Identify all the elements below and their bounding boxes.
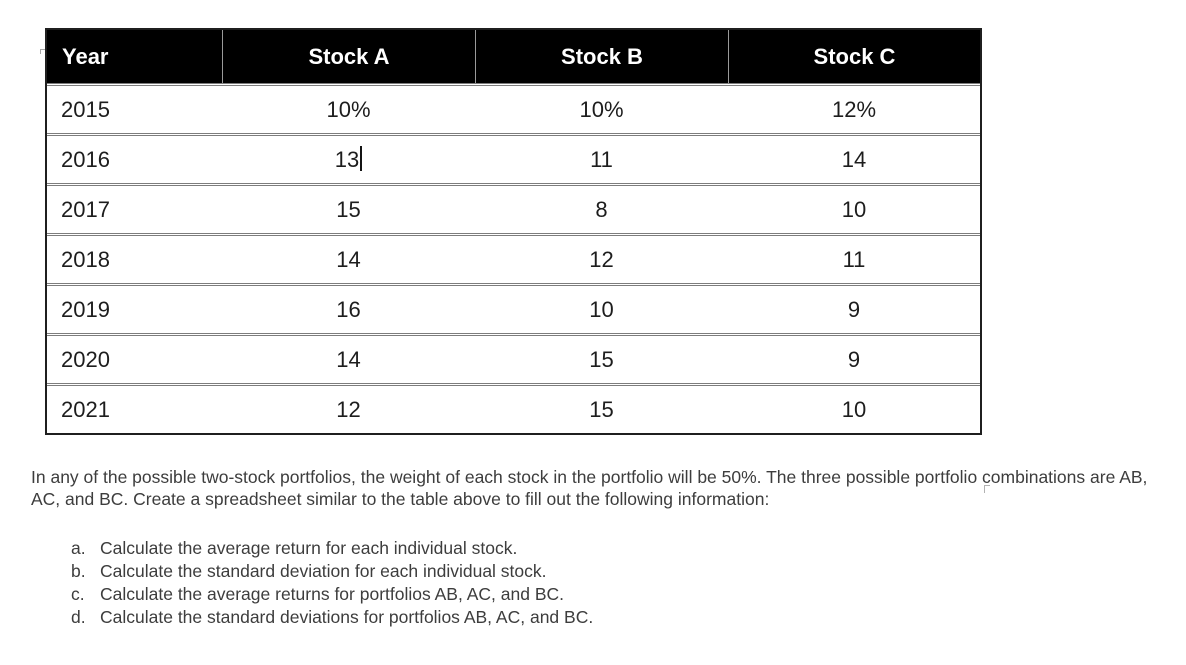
cell-year[interactable]: 2015 — [47, 83, 222, 133]
list-item-text: Calculate the average returns for portfo… — [100, 584, 564, 605]
cell-stock-b[interactable]: 15 — [475, 333, 728, 383]
cell-text: 15 — [336, 196, 361, 222]
cell-text: 2016 — [61, 146, 110, 172]
list-item-marker: b. — [71, 561, 86, 582]
cell-year[interactable]: 2017 — [47, 183, 222, 233]
cell-text: 12 — [589, 246, 614, 272]
cell-text: 11 — [590, 146, 613, 172]
cell-text: 10 — [841, 396, 867, 422]
cell-text: 2020 — [61, 346, 110, 372]
cell-stock-a[interactable]: 12 — [222, 383, 475, 433]
cell-text: 13 — [334, 147, 360, 172]
cell-stock-c[interactable]: 11 — [728, 233, 980, 283]
cell-stock-a[interactable]: 10% — [222, 83, 475, 133]
list-item: d. Calculate the standard deviations for… — [71, 606, 1186, 629]
table-select-handle[interactable] — [40, 49, 45, 54]
list-item-text: Calculate the average return for each in… — [100, 538, 518, 559]
list-item: b. Calculate the standard deviation for … — [71, 560, 1186, 583]
cell-text: 2018 — [61, 246, 110, 272]
table-row: 2017 15 8 10 — [47, 183, 980, 233]
header-label: Year — [62, 43, 109, 69]
list-item-marker: d. — [71, 607, 86, 628]
table-row: 2020 14 15 9 — [47, 333, 980, 383]
cell-text: 14 — [336, 346, 361, 372]
cell-text: 9 — [847, 346, 861, 372]
cell-stock-b[interactable]: 12 — [475, 233, 728, 283]
cell-text: 14 — [336, 246, 361, 272]
cell-stock-b[interactable]: 8 — [475, 183, 728, 233]
list-item-text: Calculate the standard deviation for eac… — [100, 561, 547, 582]
table-row: 2018 14 12 11 — [47, 233, 980, 283]
cell-year[interactable]: 2020 — [47, 333, 222, 383]
header-label: Stock A — [308, 43, 390, 69]
list-item-marker: c. — [71, 584, 85, 605]
cell-year[interactable]: 2021 — [47, 383, 222, 433]
cell-stock-b[interactable]: 15 — [475, 383, 728, 433]
list-item: a. Calculate the average return for each… — [71, 537, 1186, 560]
table-row: 2019 16 10 9 — [47, 283, 980, 333]
instructions-paragraph: In any of the possible two-stock portfol… — [31, 467, 1148, 510]
cell-text: 14 — [841, 146, 867, 172]
list-item: c. Calculate the average returns for por… — [71, 583, 1186, 606]
cell-text: 10% — [579, 96, 624, 122]
table-row: 2016 13 11 14 — [47, 133, 980, 183]
table-header-row: Year Stock A Stock B Stock C — [47, 30, 980, 83]
cell-stock-a[interactable]: 15 — [222, 183, 475, 233]
cell-stock-c[interactable]: 10 — [728, 183, 980, 233]
cell-text: 12% — [831, 96, 877, 122]
header-label: Stock C — [813, 43, 896, 69]
cell-stock-c[interactable]: 10 — [728, 383, 980, 433]
cell-text: 8 — [595, 196, 608, 222]
cell-stock-c[interactable]: 9 — [728, 333, 980, 383]
header-cell-year[interactable]: Year — [47, 30, 222, 83]
task-list: a. Calculate the average return for each… — [71, 537, 1186, 629]
cell-stock-c[interactable]: 12% — [728, 83, 980, 133]
cell-text: 2021 — [61, 396, 110, 422]
header-cell-stock-c[interactable]: Stock C — [728, 30, 980, 83]
cell-stock-b[interactable]: 11 — [475, 133, 728, 183]
cell-text: 11 — [842, 246, 866, 272]
cell-year[interactable]: 2016 — [47, 133, 222, 183]
cell-stock-a[interactable]: 14 — [222, 233, 475, 283]
cell-stock-b[interactable]: 10% — [475, 83, 728, 133]
cell-text: 16 — [336, 296, 361, 322]
cell-year[interactable]: 2019 — [47, 283, 222, 333]
cell-text: 15 — [589, 346, 614, 372]
header-label: Stock B — [561, 43, 643, 69]
cell-stock-c[interactable]: 9 — [728, 283, 980, 333]
list-item-marker: a. — [71, 538, 86, 559]
cell-text: 9 — [847, 296, 861, 322]
stock-returns-table: Year Stock A Stock B Stock C 2015 10% 10… — [45, 28, 982, 435]
cell-stock-a-editing[interactable]: 13 — [222, 133, 475, 183]
cell-stock-c[interactable]: 14 — [728, 133, 980, 183]
table-row: 2015 10% 10% 12% — [47, 83, 980, 133]
cell-text: 2017 — [61, 196, 110, 222]
cell-text: 12 — [336, 396, 361, 422]
header-cell-stock-b[interactable]: Stock B — [475, 30, 728, 83]
cell-text: 2019 — [61, 296, 110, 322]
header-cell-stock-a[interactable]: Stock A — [222, 30, 475, 83]
text-caret — [360, 146, 363, 171]
table-resize-handle[interactable] — [984, 485, 990, 493]
table-row: 2021 12 15 10 — [47, 383, 980, 433]
cell-text: 15 — [589, 396, 614, 422]
cell-text: 10 — [589, 296, 614, 322]
cell-text: 2015 — [61, 96, 110, 122]
cell-text: 10 — [841, 196, 867, 222]
cell-stock-a[interactable]: 14 — [222, 333, 475, 383]
list-item-text: Calculate the standard deviations for po… — [100, 607, 594, 628]
cell-year[interactable]: 2018 — [47, 233, 222, 283]
cell-text: 10% — [326, 96, 371, 122]
cell-stock-a[interactable]: 16 — [222, 283, 475, 333]
cell-stock-b[interactable]: 10 — [475, 283, 728, 333]
